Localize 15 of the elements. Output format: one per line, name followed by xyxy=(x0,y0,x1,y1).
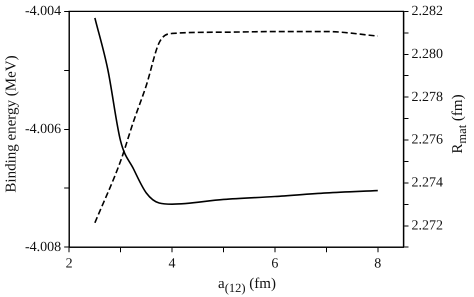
y-tick-label: -4.008 xyxy=(24,240,62,255)
y2-tick-label: 2.272 xyxy=(412,218,443,234)
y2-tick-label: 2.274 xyxy=(412,176,443,191)
y-tick-label: -4.006 xyxy=(24,122,62,137)
x-tick-label: 8 xyxy=(374,256,382,272)
y-tick-label: -4.004 xyxy=(24,4,62,20)
y2-tick-label: 2.280 xyxy=(412,46,443,62)
y2-tick-label: 2.282 xyxy=(412,4,443,20)
y2-tick-label: 2.278 xyxy=(412,90,443,105)
x-axis-title: a$_{(12)}$ (fm) xyxy=(217,276,277,296)
x-tick-label: 4 xyxy=(168,256,176,272)
y2-tick-label: 2.276 xyxy=(412,132,443,148)
x-tick-label: 2 xyxy=(66,256,73,272)
y-axis-title: Binding energy (MeV) xyxy=(4,55,20,193)
x-tick-label: 6 xyxy=(271,256,278,272)
